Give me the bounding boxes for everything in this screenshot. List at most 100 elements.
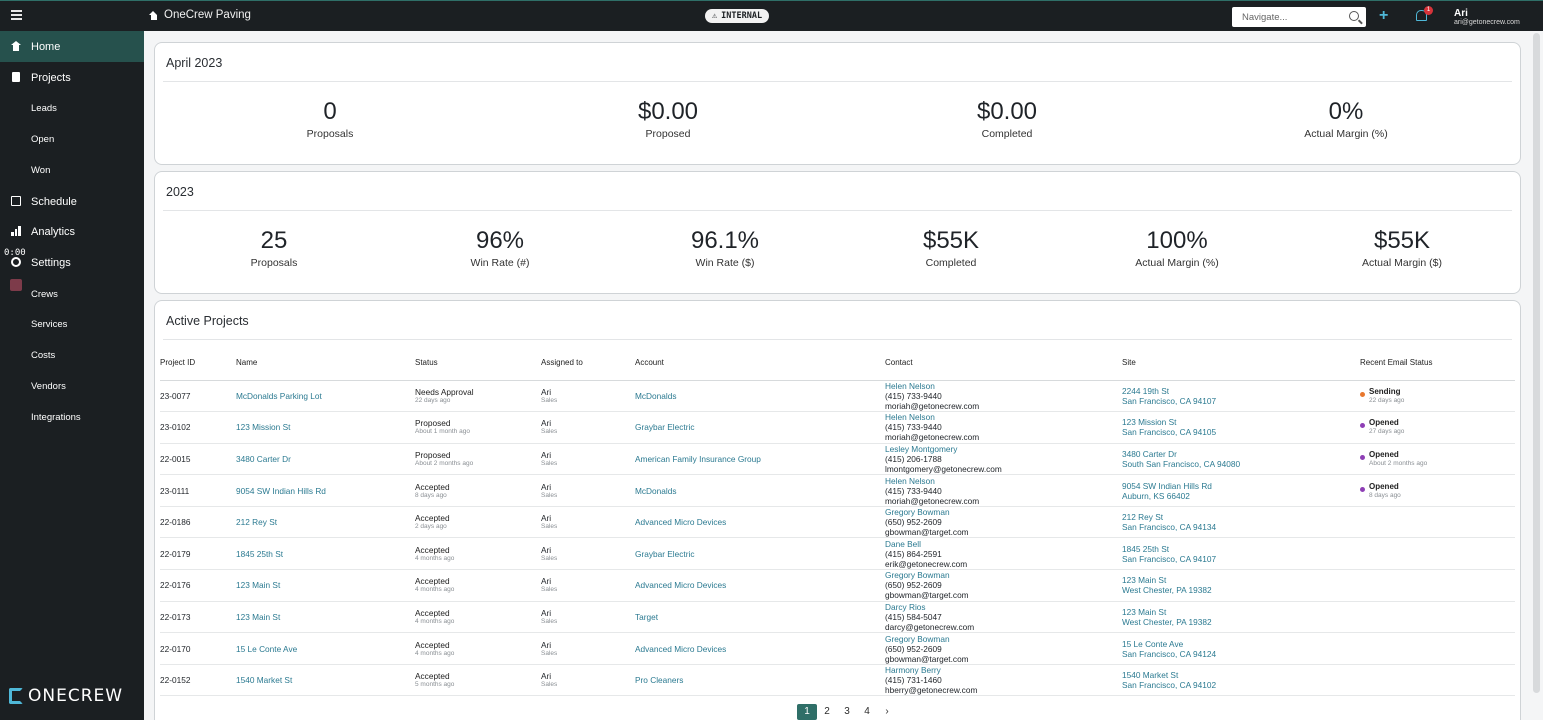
table-row[interactable]: 23-0102 123 Mission St Proposed About 1 … [160,411,1515,444]
site-address-line1[interactable]: 2244 19th St [1122,385,1170,396]
site-address-line1[interactable]: 1845 25th St [1122,543,1170,554]
column-header[interactable]: Name [236,346,415,381]
page-3-button[interactable]: 3 [844,706,850,717]
table-row[interactable]: 22-0179 1845 25th St Accepted 4 months a… [160,537,1515,571]
contact-name-link[interactable]: Helen Nelson [885,412,935,423]
menu-icon[interactable] [11,10,22,20]
account-link[interactable]: McDonalds [635,485,677,496]
site-address-line2[interactable]: San Francisco, CA 94107 [1122,395,1217,406]
site-address-line2[interactable]: San Francisco, CA 94134 [1122,522,1217,533]
column-header[interactable]: Assigned to [541,346,635,381]
sidebar-item-settings[interactable]: Settings [0,247,144,278]
sidebar-item-projects[interactable]: Projects [0,62,144,93]
contact-name-link[interactable]: Dane Bell [885,538,921,549]
site-address-line1[interactable]: 123 Mission St [1122,417,1177,428]
table-row[interactable]: 22-0015 3480 Carter Dr Proposed About 2 … [160,443,1515,476]
bell-icon[interactable] [1416,10,1427,21]
contact-name-link[interactable]: Helen Nelson [885,475,935,486]
column-header[interactable]: Recent Email Status [1360,346,1515,381]
site-address-line2[interactable]: West Chester, PA 19382 [1122,585,1212,596]
contact-name-link[interactable]: Gregory Bowman [885,633,950,644]
sidebar-item-vendors[interactable]: Vendors [31,381,66,392]
site-address-line2[interactable]: San Francisco, CA 94124 [1122,648,1217,659]
sidebar-item-analytics[interactable]: Analytics [0,216,144,247]
navigate-search[interactable] [1232,7,1366,28]
account-link[interactable]: Graybar Electric [635,548,695,559]
site-address-line2[interactable]: South San Francisco, CA 94080 [1122,458,1241,469]
project-name-link[interactable]: McDonalds Parking Lot [236,390,322,401]
project-name-link[interactable]: 9054 SW Indian Hills Rd [236,485,326,496]
site-address-line1[interactable]: 123 Main St [1122,606,1167,617]
contact-name-link[interactable]: Harmony Berry [885,665,941,676]
contact-name-link[interactable]: Gregory Bowman [885,507,950,518]
account-link[interactable]: Advanced Micro Devices [635,517,727,528]
table-row[interactable]: 22-0176 123 Main St Accepted 4 months ag… [160,569,1515,602]
project-name-link[interactable]: 123 Main St [236,580,281,591]
project-name-link[interactable]: 15 Le Conte Ave [236,643,298,654]
site-address-line1[interactable]: 15 Le Conte Ave [1122,638,1184,649]
site-address-line2[interactable]: Auburn, KS 66402 [1122,490,1190,501]
table-row[interactable]: 22-0173 123 Main St Accepted 4 months ag… [160,601,1515,634]
project-name-link[interactable]: 1540 Market St [236,675,293,686]
next-page-button[interactable]: › [885,706,889,717]
sidebar-item-home[interactable]: Home [0,31,144,62]
account-link[interactable]: McDonalds [635,390,677,401]
search-icon[interactable] [1349,11,1359,21]
sidebar-item-schedule[interactable]: Schedule [0,186,144,217]
add-icon[interactable]: + [1379,7,1389,24]
card-title: April 2023 [166,56,223,70]
project-name-link[interactable]: 123 Main St [236,611,281,622]
table-row[interactable]: 22-0170 15 Le Conte Ave Accepted 4 month… [160,632,1515,665]
account-link[interactable]: Graybar Electric [635,422,695,433]
site-address-line1[interactable]: 1540 Market St [1122,670,1179,681]
project-name-link[interactable]: 123 Mission St [236,422,291,433]
column-header[interactable]: Status [415,346,541,381]
column-header[interactable]: Account [635,346,885,381]
account-link[interactable]: Advanced Micro Devices [635,643,727,654]
column-header[interactable]: Site [1122,346,1360,381]
site-address-line1[interactable]: 123 Main St [1122,575,1167,586]
contact-email: moriah@getonecrew.com [885,495,980,506]
navigate-input[interactable] [1232,7,1342,28]
site-address-line1[interactable]: 212 Rey St [1122,512,1164,523]
page-2-button[interactable]: 2 [824,706,830,717]
account-link[interactable]: Advanced Micro Devices [635,580,727,591]
contact-name-link[interactable]: Darcy Rios [885,601,926,612]
site-address-line1[interactable]: 3480 Carter Dr [1122,448,1177,459]
contact-name-link[interactable]: Lesley Montgomery [885,443,958,454]
stat-proposals: 25 Proposals [250,227,298,269]
bar-chart-icon [11,226,21,236]
project-name-link[interactable]: 1845 25th St [236,548,284,559]
account-link[interactable]: Target [635,611,659,622]
stat-completed: $55K Completed [922,227,980,269]
page-scrollbar[interactable] [1533,33,1540,693]
column-header[interactable]: Contact [885,346,1122,381]
table-row[interactable]: 23-0111 9054 SW Indian Hills Rd Accepted… [160,474,1515,507]
sidebar-item-integrations[interactable]: Integrations [31,412,81,423]
table-row[interactable]: 23-0077 McDonalds Parking Lot Needs Appr… [160,380,1515,413]
sidebar-item-open[interactable]: Open [31,134,55,145]
user-menu[interactable]: Ari ari@getonecrew.com [1454,8,1520,26]
site-address-line2[interactable]: San Francisco, CA 94102 [1122,680,1217,691]
project-name-link[interactable]: 3480 Carter Dr [236,453,291,464]
site-address-line2[interactable]: San Francisco, CA 94105 [1122,427,1217,438]
table-row[interactable]: 22-0186 212 Rey St Accepted 2 days ago A… [160,506,1515,539]
contact-name-link[interactable]: Gregory Bowman [885,570,950,581]
table-row[interactable]: 22-0152 1540 Market St Accepted 5 months… [160,664,1515,697]
sidebar-item-services[interactable]: Services [31,319,68,330]
page-1-button[interactable]: 1 [797,704,817,720]
site-address-line2[interactable]: West Chester, PA 19382 [1122,616,1212,627]
account-link[interactable]: American Family Insurance Group [635,453,761,464]
project-name-link[interactable]: 212 Rey St [236,517,278,528]
sidebar-item-leads[interactable]: Leads [31,103,57,114]
page-4-button[interactable]: 4 [864,706,870,717]
sidebar-item-costs[interactable]: Costs [31,350,56,361]
contact-name-link[interactable]: Helen Nelson [885,380,935,391]
sidebar-item-crews[interactable]: Crews [31,289,58,300]
company-brand[interactable]: OneCrew Paving [149,9,251,21]
site-address-line1[interactable]: 9054 SW Indian Hills Rd [1122,480,1212,491]
site-address-line2[interactable]: San Francisco, CA 94107 [1122,553,1217,564]
sidebar-item-won[interactable]: Won [31,165,51,176]
account-link[interactable]: Pro Cleaners [635,675,684,686]
column-header[interactable]: Project ID [160,346,236,381]
